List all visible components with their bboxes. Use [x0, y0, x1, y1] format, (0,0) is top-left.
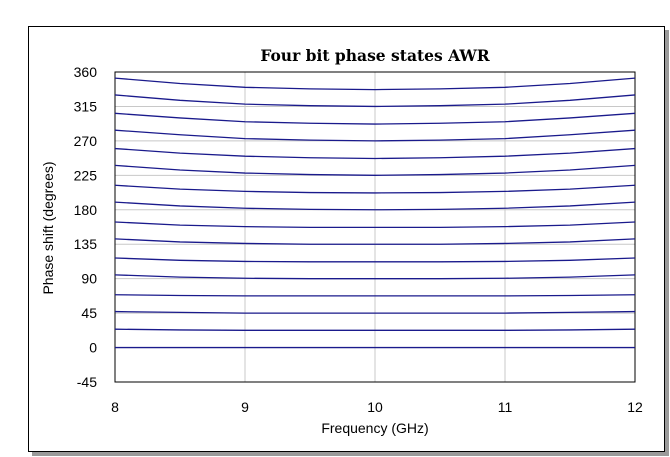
y-tick-label: 180	[74, 202, 98, 218]
x-tick-label: 9	[241, 399, 249, 415]
x-tick-label: 8	[111, 399, 119, 415]
x-tick-label: 11	[498, 399, 513, 415]
y-tick-label: 270	[74, 133, 98, 149]
series-line-1	[114, 328, 636, 331]
series-line-9	[114, 184, 636, 194]
y-tick-label: 225	[74, 167, 98, 183]
series-line-6	[114, 238, 636, 245]
series-line-7	[114, 221, 636, 229]
series-line-2	[114, 310, 636, 314]
series-line-10	[114, 164, 636, 176]
x-tick-label: 10	[367, 399, 383, 415]
series-line-4	[114, 274, 636, 280]
series-line-11	[114, 147, 636, 160]
y-tick-label: 360	[74, 64, 98, 80]
series-line-15	[114, 77, 636, 91]
y-tick-label: 45	[81, 305, 97, 321]
y-tick-label: -45	[77, 374, 97, 390]
y-tick-label: 135	[74, 236, 98, 252]
series-line-13	[114, 112, 636, 125]
y-tick-label: 90	[81, 271, 97, 287]
chart-title: Four bit phase states AWR	[260, 46, 489, 65]
x-tick-labels: 8 9 10 11 12	[111, 399, 643, 415]
y-tick-labels: -45 0 45 90 135 180 225 270 315 360	[74, 64, 98, 390]
series-line-8	[114, 201, 636, 211]
x-axis-label: Frequency (GHz)	[321, 420, 428, 436]
series-line-14	[114, 94, 636, 108]
y-tick-label: 0	[89, 340, 97, 356]
plot-area	[114, 71, 636, 383]
series-group	[114, 77, 636, 349]
series-line-5	[114, 257, 636, 263]
y-tick-label: 315	[74, 98, 98, 114]
series-line-3	[114, 294, 636, 297]
y-axis-label: Phase shift (degrees)	[40, 161, 56, 294]
series-line-12	[114, 129, 636, 142]
x-tick-label: 12	[627, 399, 643, 415]
